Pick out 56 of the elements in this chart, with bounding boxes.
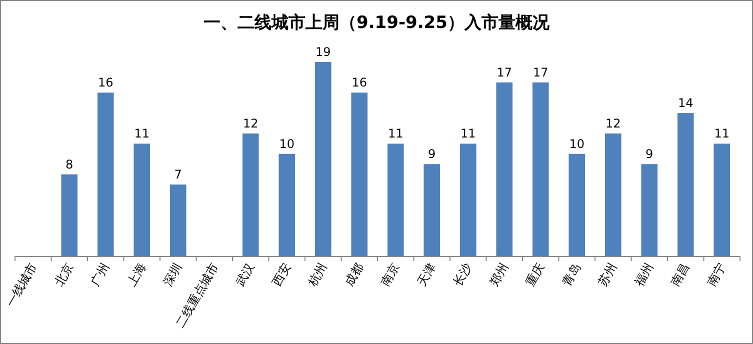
data-label: 17 [532,65,548,80]
data-label: 9 [428,147,436,162]
x-tick-label: 北京 [52,260,76,288]
bar [61,174,78,256]
bar [641,164,658,256]
data-label: 11 [460,126,476,141]
bar [97,92,114,256]
bar [714,144,730,256]
bar [314,62,332,256]
x-tick-label: 广州 [88,260,112,288]
bar [278,154,296,256]
x-tick-label: 西安 [269,260,294,288]
data-label: 16 [98,76,114,90]
x-tick-label: 南京 [378,260,402,288]
x-tick-label: 郑州 [486,260,511,288]
bar [134,144,150,256]
bar [387,144,404,256]
data-label: 17 [496,65,512,80]
bar [424,164,440,256]
bar [242,133,259,256]
data-label: 8 [66,157,74,172]
bar [351,92,368,256]
x-tick-label: 上海 [124,260,148,288]
data-label: 14 [678,96,694,110]
bar [532,82,549,256]
data-label: 16 [352,76,368,90]
data-label: 7 [174,168,182,182]
chart-title: 一、二线城市上周（9.19-9.25）入市量概况 [204,13,550,33]
x-tick-label: 成都 [342,260,366,288]
data-label: 12 [605,116,621,130]
x-tick-label: 长沙 [450,260,475,288]
x-tick-label: 青岛 [559,260,584,288]
data-label: 19 [315,45,331,59]
bar [460,144,476,256]
data-label: 12 [242,116,258,130]
bar [170,184,186,256]
data-label: 10 [569,136,585,151]
x-tick-label: 重庆 [523,260,548,288]
x-tick-label: 杭州 [305,260,330,290]
bar [604,133,622,256]
x-tick-label: 南昌 [668,260,692,288]
bar [677,113,694,256]
x-tick-label: 南宁 [704,260,728,288]
data-label: 9 [646,147,654,162]
bar [568,154,586,256]
data-label: 10 [279,136,295,151]
data-label: 11 [714,126,730,141]
x-tick-label: 武汉 [233,260,258,288]
data-label: 11 [388,126,404,141]
x-tick-label: 天津 [414,260,438,288]
x-tick-label: 深圳 [160,260,185,288]
x-tick-label: 福州 [632,260,656,288]
data-label: 11 [134,126,150,141]
x-tick-label: 一线城市 [4,260,40,310]
bar [496,82,513,256]
x-tick-label: 苏州 [596,260,620,288]
